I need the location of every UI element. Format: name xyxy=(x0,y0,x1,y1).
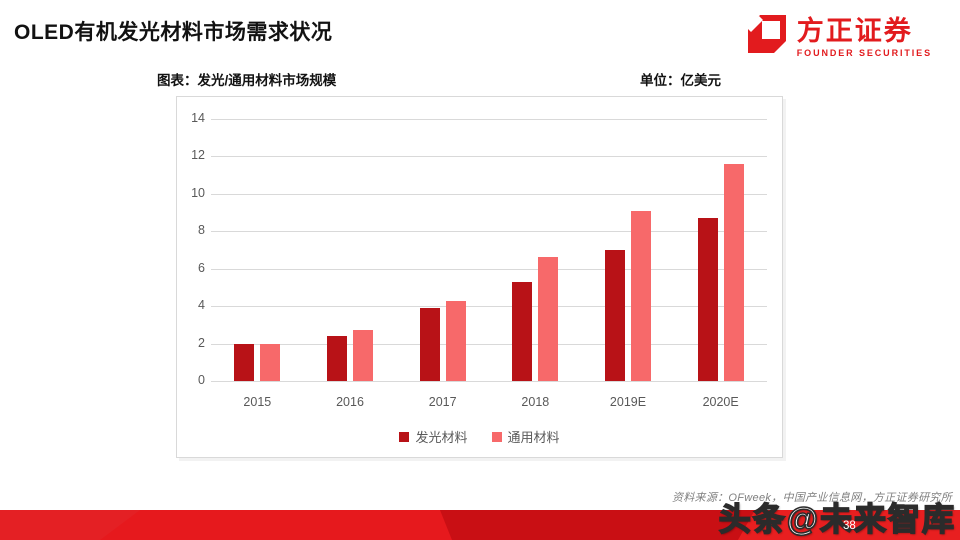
y-axis-tick-label: 14 xyxy=(191,111,205,125)
x-axis-tick-label: 2015 xyxy=(243,395,272,409)
gridline xyxy=(211,193,767,195)
page-number: 38 xyxy=(843,520,856,532)
x-axis-tick-label: 2019E xyxy=(609,395,647,409)
y-axis-tick-label: 4 xyxy=(198,298,205,313)
bar-发光材料-2016 xyxy=(327,336,347,381)
bar-通用材料-2017 xyxy=(445,300,466,381)
gridline xyxy=(211,156,767,158)
bar-发光材料-2019E xyxy=(605,250,625,381)
gridline xyxy=(211,231,767,233)
bar-chart: 发光材料 通用材料 0 2 4 6 8 10 12 14 2015 2016 2017 2018 2019… xyxy=(176,96,783,458)
y-axis-tick-label: 6 xyxy=(198,260,205,275)
bar-通用材料-2016 xyxy=(353,330,373,381)
legend-label: 通用材料 xyxy=(507,430,560,445)
x-axis-tick-label: 2020E xyxy=(702,395,739,409)
logo-name-cn: 方正证券 xyxy=(796,15,913,46)
gridline xyxy=(211,306,767,308)
y-axis-tick-label: 10 xyxy=(191,185,205,200)
bar-发光材料-2017 xyxy=(419,308,440,381)
bar-通用材料-2015 xyxy=(260,343,281,381)
footer-red-bar xyxy=(0,510,960,540)
y-axis-tick-label: 12 xyxy=(191,148,205,163)
chart-legend: 发光材料 通用材料 xyxy=(177,427,782,446)
legend-swatch xyxy=(399,431,410,442)
source-note: 资料来源：OFweek，中国产业信息网，方正证券研究所 xyxy=(671,492,952,504)
x-axis-tick-label: 2016 xyxy=(336,395,364,409)
legend-item-发光材料: 发光材料 xyxy=(399,427,468,446)
bar-通用材料-2018 xyxy=(538,257,559,381)
chart-unit-label: 单位：亿美元 xyxy=(640,73,721,88)
gridline xyxy=(211,343,767,345)
legend-item-通用材料: 通用材料 xyxy=(491,427,560,446)
bar-通用材料-2020E xyxy=(723,163,744,381)
x-axis-tick-label: 2018 xyxy=(521,395,550,409)
bar-发光材料-2020E xyxy=(697,218,718,381)
y-axis-tick-label: 8 xyxy=(198,223,205,238)
gridline xyxy=(211,268,767,270)
bar-发光材料-2018 xyxy=(512,281,533,381)
gridline xyxy=(211,119,767,120)
y-axis-tick-label: 2 xyxy=(198,335,205,350)
gridline xyxy=(211,381,767,382)
founder-logo-cube-icon xyxy=(744,13,788,62)
y-axis-tick-label: 0 xyxy=(198,373,205,387)
chart-title: 图表：发光/通用材料市场规模 xyxy=(157,73,337,88)
legend-label: 发光材料 xyxy=(415,430,468,445)
bar-发光材料-2015 xyxy=(234,343,255,381)
x-axis-tick-label: 2017 xyxy=(428,395,457,409)
page-title: OLED有机发光材料市场需求状况 xyxy=(14,21,333,44)
watermark: 头条@未来智库 xyxy=(718,500,956,538)
bar-通用材料-2019E xyxy=(631,210,651,381)
founder-securities-logo: 方正证券 FOUNDER SECURITIES xyxy=(744,13,932,62)
logo-name-en: FOUNDER SECURITIES xyxy=(796,48,932,59)
legend-swatch xyxy=(491,431,502,442)
